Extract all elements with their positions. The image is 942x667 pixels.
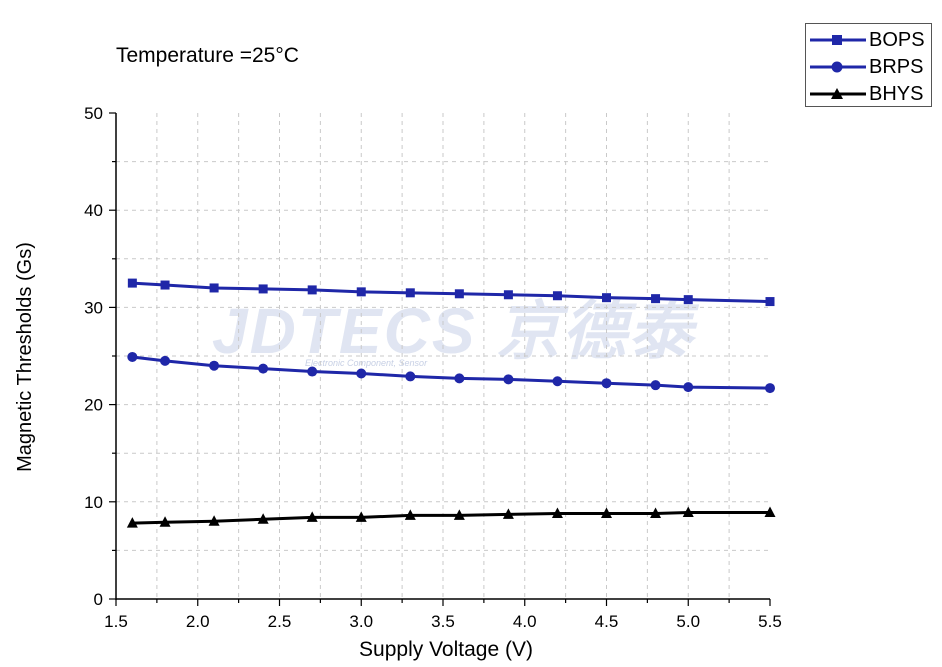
data-point-brps [601,378,612,389]
data-point-brps [405,371,416,382]
data-point-brps [454,373,465,384]
data-point-bops [127,278,137,288]
legend-item-bhys: BHYS [806,80,931,108]
series-layer [126,278,776,528]
data-point-bhys [601,507,612,518]
legend-item-bops: BOPS [806,26,931,54]
data-point-bhys [551,507,563,518]
temperature-annotation: Temperature =25°C [116,44,299,67]
data-point-bops [765,297,775,307]
data-point-bhys [682,506,694,517]
legend-marker-bops [810,35,866,45]
data-point-bhys [257,513,269,524]
series-line-bhys [132,510,770,525]
data-point-brps [307,366,318,377]
data-point-bhys [502,508,514,519]
data-point-brps [160,355,171,366]
legend-marker-brps [810,61,866,73]
legend-label-bhys: BHYS [869,83,924,105]
legend: BOPS BRPS BHYS [805,23,932,107]
data-point-bops [552,291,562,301]
data-point-bhys [126,517,138,528]
legend-marker-bhys [810,88,866,99]
data-point-brps [683,382,694,393]
y-tick-label: 30 [84,298,103,317]
data-point-bhys [764,506,776,517]
data-point-bops [683,295,693,305]
data-point-bhys [404,509,416,520]
data-point-bhys [650,507,662,518]
legend-label-brps: BRPS [869,56,924,78]
data-point-brps [127,351,138,362]
data-point-brps [258,363,269,374]
data-point-bhys [159,516,171,527]
data-point-brps [765,383,775,394]
watermark-tagline: Electronic Component, Sensor [305,358,428,368]
y-tick-label: 10 [84,493,103,512]
data-point-bops [651,294,661,304]
series-brps [127,351,775,394]
x-tick-label: 2.5 [268,612,292,631]
legend-label-bops: BOPS [869,29,925,51]
data-point-brps [552,376,563,387]
data-point-bops [405,288,415,298]
data-point-bops [454,289,464,299]
data-point-bops [258,284,268,294]
y-tick-label: 0 [94,590,103,609]
data-point-brps [356,368,367,379]
x-tick-label: 1.5 [104,612,128,631]
x-tick-label: 4.5 [595,612,619,631]
series-line-bops [132,281,771,304]
data-point-brps [503,374,514,385]
data-point-bops [160,280,170,290]
data-point-bhys [306,511,318,522]
legend-item-brps: BRPS [806,53,931,81]
x-tick-label: 5.5 [758,612,782,631]
series-line-brps [132,355,771,390]
data-point-bhys [355,511,367,522]
data-point-bops [209,283,219,293]
data-point-brps [209,360,220,371]
x-axis-label: Supply Voltage (V) [359,638,533,661]
x-tick-label: 2.0 [186,612,210,631]
data-point-bops [307,285,317,295]
y-tick-label: 40 [84,201,103,220]
series-bhys [126,506,776,528]
data-point-bhys [453,509,465,520]
data-point-bops [503,290,513,300]
y-axis-label: Magnetic Thresholds (Gs) [14,242,36,472]
series-bops [127,278,775,307]
data-point-bops [356,287,366,297]
x-tick-label: 3.0 [349,612,373,631]
x-tick-label: 5.0 [676,612,700,631]
data-point-bhys [208,515,220,526]
x-tick-label: 4.0 [513,612,537,631]
data-point-brps [650,380,661,391]
axes: 1.5 2.0 2.5 3.0 3.5 4.0 4.5 5.0 5.5 0 10 20 30 40 50 [84,104,782,631]
data-point-bops [602,293,611,303]
y-tick-label: 50 [84,104,103,123]
grid-lines [116,113,770,599]
x-tick-label: 3.5 [431,612,455,631]
y-tick-label: 20 [84,396,103,415]
